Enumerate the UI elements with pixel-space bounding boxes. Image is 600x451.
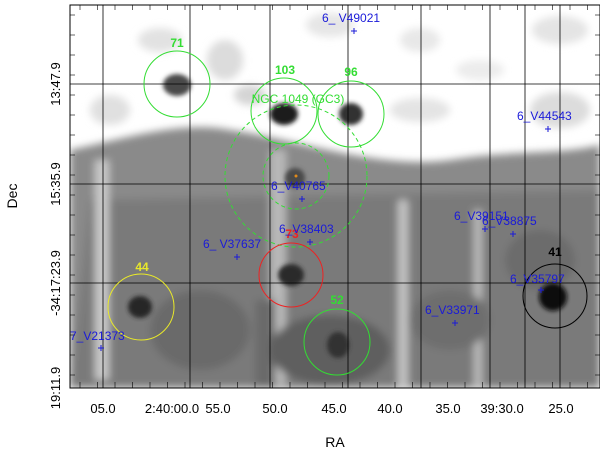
- region-circle-ngc: [224, 104, 368, 248]
- source-marker: 6_V39151: [454, 209, 509, 232]
- ra-tick-label: 50.0: [262, 401, 287, 416]
- y-axis-title: Dec: [4, 184, 20, 209]
- region-circle-52: [303, 308, 371, 376]
- source-marker: 6_ V37637: [203, 237, 261, 260]
- source-marker: 6_V35797: [510, 272, 565, 293]
- core-dot: [294, 174, 298, 178]
- source-marker: 6_V44543: [517, 109, 572, 132]
- ra-tick-label: 2:40:00.0: [145, 401, 199, 416]
- region-circle-73: [258, 242, 324, 308]
- source-label: 6_ V37637: [203, 237, 261, 251]
- source-marker: 6_V40765: [271, 179, 326, 202]
- source-label: 6_V38875: [482, 214, 537, 228]
- ra-tick-label: 35.0: [435, 401, 460, 416]
- region-label-52: 52: [330, 293, 344, 307]
- source-label: 6_ V49021: [322, 11, 380, 25]
- region-circle-41: [522, 263, 588, 329]
- x-axis-title: RA: [325, 434, 345, 450]
- ra-tick-label: 45.0: [321, 401, 346, 416]
- ra-tick-label: 05.0: [90, 401, 115, 416]
- ra-tick-label: 25.0: [548, 401, 573, 416]
- source-marker: 6_V38403: [279, 222, 334, 245]
- region-label-71: 71: [170, 36, 184, 50]
- source-markers: 6_ V49021 6_V44543 6_V40765 6_V38403 6_ V376…: [70, 11, 572, 351]
- ra-tick-label: 55.0: [205, 401, 230, 416]
- dec-tick-label: 19:11.9: [48, 367, 63, 409]
- source-marker: 7_V21373: [70, 329, 125, 351]
- source-marker: 6_V38875: [482, 214, 537, 237]
- source-marker: 6_ V49021: [322, 11, 380, 34]
- source-label: 6_V35797: [510, 272, 565, 286]
- region-circle-71: [143, 50, 211, 118]
- source-label: 6_V40765: [271, 179, 326, 193]
- region-circle-ngc-core: [262, 142, 330, 210]
- region-circle-103: [250, 77, 318, 145]
- source-marker: 6_V33971: [425, 303, 480, 326]
- region-circle-96: [317, 80, 385, 148]
- region-label-44: 44: [135, 260, 149, 274]
- ra-tick-label: 39:30.0: [480, 401, 523, 416]
- region-circle-44: [107, 273, 175, 341]
- plot-frame: [69, 4, 600, 389]
- sky-image: [70, 5, 600, 388]
- source-label: 6_V33971: [425, 303, 480, 317]
- source-label: 6_V39151: [454, 209, 509, 223]
- region-label-73: 73: [285, 227, 299, 241]
- ra-tick-label: 40.0: [377, 401, 402, 416]
- source-label: 6_V44543: [517, 109, 572, 123]
- source-label: 7_V21373: [70, 329, 125, 343]
- dec-tick-label: 13:47.9: [48, 62, 63, 105]
- ra-tick-labels: 05.0 2:40:00.0 55.0 50.0 45.0 40.0 35.0 39:30.0…: [90, 401, 573, 416]
- region-label-ngc: NGC 1049 (GC3): [252, 92, 345, 106]
- region-label-96: 96: [344, 65, 358, 79]
- source-label: 6_V38403: [279, 222, 334, 236]
- region-label-103: 103: [275, 63, 295, 77]
- coordinate-grid: [70, 5, 600, 388]
- dec-tick-label: 15:35.9: [48, 162, 63, 205]
- dec-tick-labels: 13:47.9 15:35.9 -34:17:23.9 19:11.9: [48, 62, 63, 409]
- region-circles: 71 103 96 NGC 1049 (GC3) 73 44 52 41: [107, 36, 588, 376]
- region-label-41: 41: [548, 245, 562, 259]
- dec-tick-label: -34:17:23.9: [48, 250, 63, 316]
